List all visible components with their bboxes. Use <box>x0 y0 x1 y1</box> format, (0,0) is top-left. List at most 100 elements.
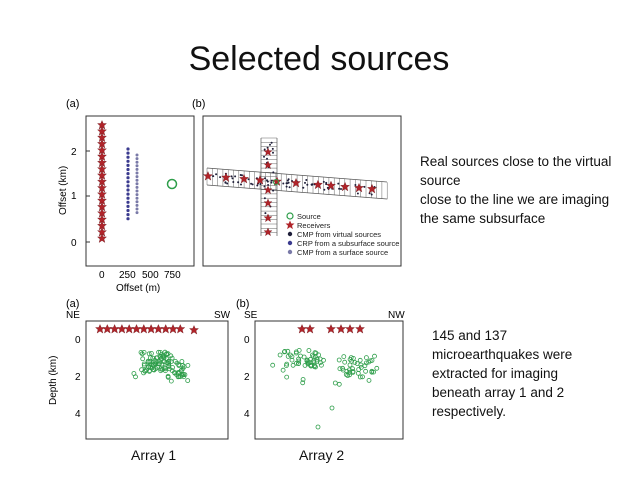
top-y-tick: 0 <box>71 238 77 249</box>
receiver-star <box>131 324 142 334</box>
direction-label: SE <box>244 310 258 321</box>
earthquake-marker <box>317 360 323 366</box>
earthquake-marker <box>342 359 348 365</box>
cmp-dot <box>232 181 235 183</box>
cmp-dot <box>135 185 139 189</box>
direction-label: NE <box>66 310 80 321</box>
note-text: Real sources close to the virtual source… <box>420 152 611 228</box>
crp-dot <box>126 192 130 196</box>
crp-dot <box>126 204 130 208</box>
earthquake-marker <box>340 365 346 371</box>
receiver-star <box>345 324 355 334</box>
cmp-dot <box>135 207 139 211</box>
receiver-star <box>160 324 171 334</box>
cmp-dot <box>325 183 328 186</box>
cmp-dot <box>337 182 340 185</box>
cmp-dot <box>263 185 266 188</box>
earthquake-marker <box>139 367 145 373</box>
earthquake-marker <box>356 367 362 372</box>
earthquake-marker <box>164 360 170 366</box>
earthquake-marker <box>156 349 162 355</box>
bottom-y-tick: 4 <box>75 409 81 420</box>
cmp-dot <box>135 200 139 204</box>
cmp-dot <box>135 153 139 157</box>
legend-label: CMP from a surface source <box>297 248 388 257</box>
earthquake-marker <box>161 359 167 365</box>
cmp-dot <box>270 141 273 144</box>
receiver-star <box>291 178 301 188</box>
cmp-dot <box>135 178 139 182</box>
earthquake-marker <box>148 350 154 356</box>
grid-border <box>206 167 388 183</box>
earthquake-marker <box>296 356 302 362</box>
earthquake-marker <box>337 366 343 372</box>
earthquake-marker <box>312 354 318 360</box>
earthquake-marker <box>358 362 364 368</box>
earthquake-marker <box>347 372 353 378</box>
earthquake-marker <box>140 356 146 362</box>
cmp-dot <box>322 180 325 183</box>
cmp-dot <box>215 173 218 176</box>
crp-dot <box>126 147 130 151</box>
receiver-star <box>124 324 134 334</box>
earthquake-marker <box>158 368 164 374</box>
stats-line: extracted for imaging <box>432 366 559 381</box>
earthquake-marker <box>282 348 288 354</box>
cmp-dot <box>135 203 139 207</box>
cmp-dot <box>340 188 342 190</box>
earthquake-marker <box>152 361 158 367</box>
top-panel-b-label: (b) <box>192 98 205 110</box>
top-panel-a-label: (a) <box>66 98 79 110</box>
earthquake-marker <box>141 361 147 367</box>
crp-dot <box>126 151 130 155</box>
earthquake-marker <box>308 363 314 368</box>
cmp-dot <box>305 179 308 181</box>
earthquake-marker <box>148 364 153 370</box>
earthquake-marker <box>347 369 353 375</box>
earthquake-marker <box>293 350 299 356</box>
earthquake-marker <box>332 380 338 386</box>
earthquake-marker <box>146 351 152 357</box>
earthquake-marker <box>280 367 286 373</box>
earthquake-marker <box>355 370 361 376</box>
earthquake-marker <box>162 349 168 355</box>
receiver-star <box>95 324 105 334</box>
cmp-dot <box>135 157 139 161</box>
crp-dot <box>126 208 130 213</box>
cmp-dot <box>230 175 233 178</box>
receiver-star <box>102 324 113 334</box>
earthquake-marker <box>369 357 375 363</box>
earthquake-marker <box>165 374 171 380</box>
direction-label: NW <box>388 310 405 321</box>
legend-dot-symbol <box>287 231 293 237</box>
earthquake-marker <box>308 356 314 362</box>
earthquake-marker <box>185 378 191 384</box>
cmp-dot <box>363 185 366 188</box>
bottom-panel-a-label: (a) <box>66 298 79 310</box>
bottom-panel-a-frame <box>85 320 229 440</box>
bottom-y-axis-label: Depth (km) <box>48 356 59 405</box>
cmp-dot <box>251 183 254 186</box>
cmp-dot <box>287 178 290 181</box>
earthquake-marker <box>131 371 137 376</box>
earthquake-marker <box>155 364 161 370</box>
stats-line: microearthquakes were <box>432 347 573 362</box>
earthquake-marker <box>168 378 174 384</box>
earthquake-marker <box>169 368 175 374</box>
cmp-dot <box>135 167 139 171</box>
bottom-y-tick: 0 <box>244 335 250 346</box>
cmp-dot <box>302 186 305 189</box>
top-x-tick: 500 <box>142 270 159 281</box>
cmp-dot <box>135 160 139 164</box>
earthquake-marker <box>311 360 317 366</box>
earthquake-marker <box>336 357 342 363</box>
earthquake-marker <box>284 374 290 380</box>
earthquake-marker <box>300 377 306 382</box>
earthquake-marker <box>360 374 365 380</box>
earthquake-marker <box>162 368 168 374</box>
cmp-dot <box>224 181 227 184</box>
earthquake-marker <box>157 349 163 355</box>
receiver-star <box>263 213 273 222</box>
earthquake-marker <box>347 356 353 362</box>
